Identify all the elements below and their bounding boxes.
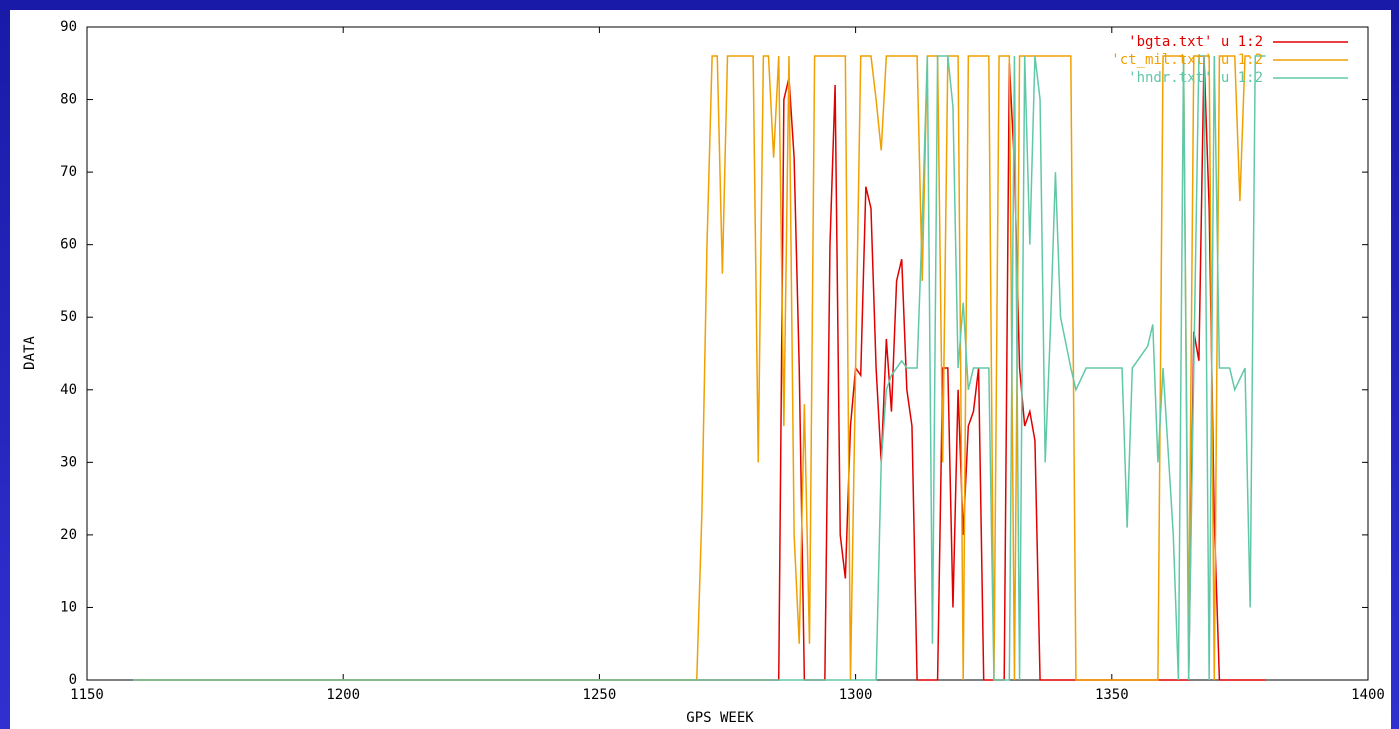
- y-tick-label: 70: [60, 164, 77, 180]
- legend-label: 'hndr.txt' u 1:2: [1128, 70, 1263, 86]
- y-axis-label: DATA: [22, 336, 38, 370]
- y-tick-label: 20: [60, 527, 77, 543]
- series-line: [133, 55, 1266, 681]
- x-tick-label: 1200: [326, 687, 360, 703]
- y-tick-label: 90: [60, 19, 77, 35]
- y-tick-label: 50: [60, 309, 77, 325]
- x-tick-label: 1300: [839, 687, 873, 703]
- y-tick-label: 10: [60, 599, 77, 615]
- x-tick-label: 1350: [1095, 687, 1129, 703]
- y-tick-label: 60: [60, 237, 77, 253]
- legend-label: 'ct_mil.txt' u 1:2: [1111, 52, 1263, 68]
- series-line: [133, 55, 1266, 681]
- y-tick-label: 30: [60, 454, 77, 470]
- x-tick-label: 1400: [1351, 687, 1385, 703]
- x-tick-label: 1150: [70, 687, 104, 703]
- y-tick-label: 0: [69, 672, 77, 688]
- series-line: [133, 55, 1251, 681]
- y-tick-label: 80: [60, 92, 77, 108]
- legend-label: 'bgta.txt' u 1:2: [1128, 34, 1263, 50]
- x-tick-label: 1250: [583, 687, 617, 703]
- x-axis-label: GPS WEEK: [686, 710, 754, 726]
- y-tick-label: 40: [60, 382, 77, 398]
